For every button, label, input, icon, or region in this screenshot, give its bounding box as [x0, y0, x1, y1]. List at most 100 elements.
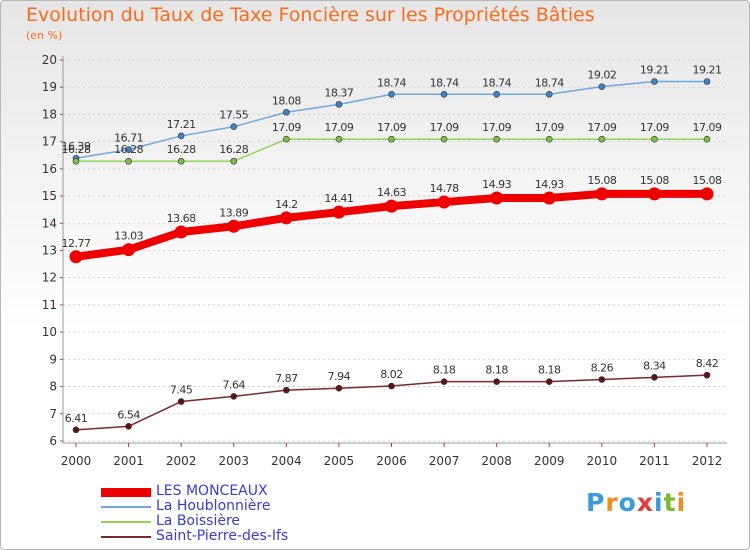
data-label: 17.09 — [377, 121, 406, 134]
y-tick-label: 8 — [49, 380, 57, 394]
data-label: 17.09 — [693, 121, 722, 134]
data-label: 13.68 — [167, 212, 196, 225]
legend-swatch — [101, 521, 151, 523]
data-point — [177, 132, 185, 140]
data-label: 17.09 — [482, 121, 511, 134]
data-label: 8.18 — [538, 364, 561, 377]
data-point — [72, 426, 80, 434]
data-point — [490, 191, 504, 205]
data-point — [283, 135, 290, 143]
data-point — [388, 382, 395, 390]
y-tick-label: 7 — [49, 407, 57, 421]
data-label: 7.45 — [170, 384, 193, 397]
logo-letter: r — [605, 488, 619, 517]
x-tick-label: 2004 — [271, 454, 302, 468]
data-point — [230, 157, 238, 165]
legend-swatch — [101, 536, 151, 538]
data-label: 6.41 — [65, 412, 88, 425]
data-label: 15.08 — [587, 174, 616, 187]
data-point — [125, 146, 132, 153]
data-point — [388, 90, 395, 98]
data-point — [493, 378, 500, 385]
data-label: 14.78 — [430, 182, 459, 195]
y-tick-label: 6 — [49, 434, 57, 448]
y-tick-label: 10 — [42, 325, 57, 339]
y-tick-label: 16 — [42, 162, 57, 176]
data-label: 17.09 — [587, 121, 616, 134]
x-tick-label: 2008 — [481, 454, 512, 468]
legend-swatch — [101, 488, 151, 497]
data-point — [335, 101, 343, 108]
data-point — [125, 423, 132, 430]
data-point — [385, 199, 398, 213]
data-label: 17.09 — [324, 121, 353, 134]
data-point — [493, 90, 500, 98]
data-label: 16.71 — [114, 132, 143, 145]
chart-title: Evolution du Taux de Taxe Foncière sur l… — [26, 4, 595, 26]
data-label: 18.08 — [272, 94, 301, 107]
data-point — [545, 90, 553, 98]
data-label: 14.41 — [324, 192, 353, 205]
data-label: 8.26 — [591, 361, 614, 374]
x-tick-label: 2012 — [692, 454, 723, 468]
y-tick-label: 11 — [42, 298, 57, 312]
logo-letter: o — [618, 488, 637, 517]
data-label: 8.34 — [643, 359, 666, 372]
logo-letter: i — [676, 488, 687, 517]
data-label: 8.18 — [433, 364, 456, 377]
proxiti-logo: Proxiti — [586, 488, 686, 517]
data-point — [125, 157, 132, 165]
data-label: 8.18 — [485, 364, 508, 377]
data-label: 14.63 — [377, 186, 406, 199]
data-label: 14.93 — [535, 178, 564, 191]
data-point — [283, 108, 290, 116]
x-tick-label: 2000 — [61, 454, 92, 468]
legend-label: Saint-Pierre-des-Ifs — [156, 528, 289, 544]
data-point — [545, 378, 553, 385]
data-label: 18.74 — [482, 76, 511, 89]
y-tick-label: 19 — [42, 80, 57, 94]
x-tick-label: 2010 — [587, 454, 618, 468]
data-point — [440, 378, 448, 385]
data-point — [69, 250, 83, 264]
data-point — [703, 78, 711, 85]
data-point — [283, 386, 290, 394]
data-point — [437, 195, 451, 209]
data-label: 18.74 — [535, 76, 564, 89]
data-point — [230, 393, 238, 400]
data-point — [542, 191, 556, 205]
data-point — [598, 135, 606, 143]
logo-letter: t — [663, 488, 677, 517]
x-tick-label: 2002 — [166, 454, 197, 468]
data-point — [335, 135, 343, 143]
data-label: 16.28 — [167, 143, 196, 156]
data-point — [493, 135, 500, 143]
x-tick-label: 2001 — [113, 454, 144, 468]
data-label: 7.94 — [328, 370, 351, 383]
data-label: 14.93 — [482, 178, 511, 191]
data-label: 16.28 — [114, 143, 143, 156]
data-point — [440, 135, 448, 143]
data-label: 13.89 — [219, 206, 248, 219]
data-label: 13.03 — [114, 230, 143, 243]
data-point — [700, 187, 714, 201]
legend-label: LES MONCEAUX — [156, 483, 268, 499]
data-point — [279, 211, 293, 225]
data-point — [227, 219, 241, 233]
x-tick-label: 2006 — [376, 454, 407, 468]
data-point — [332, 205, 346, 219]
data-point — [598, 83, 606, 90]
data-label: 17.09 — [272, 121, 301, 134]
data-point — [647, 187, 661, 201]
y-tick-label: 12 — [42, 271, 57, 285]
data-label: 16.39 — [62, 140, 91, 153]
data-label: 17.09 — [430, 121, 459, 134]
data-point — [651, 374, 658, 381]
data-point — [72, 157, 80, 165]
data-label: 8.02 — [380, 368, 403, 381]
data-label: 7.87 — [275, 372, 298, 385]
data-label: 18.74 — [377, 76, 406, 89]
data-label: 12.77 — [62, 237, 91, 250]
